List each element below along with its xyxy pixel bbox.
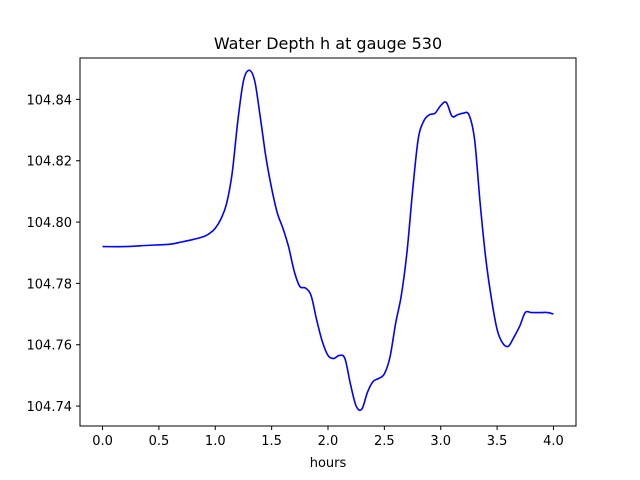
series-line — [102, 69, 554, 412]
y-axis: 104.74 104.76 104.78 104.80 104.82 104.84 — [27, 93, 80, 415]
y-tick-label: 104.84 — [27, 93, 73, 108]
x-tick-label: 2.0 — [318, 434, 339, 449]
y-tick-label: 104.80 — [27, 216, 73, 231]
x-tick-label: 1.5 — [261, 434, 282, 449]
x-axis: 0.0 0.5 1.0 1.5 2.0 2.5 3.0 3.5 4.0 — [92, 426, 564, 449]
x-tick-label: 0.5 — [149, 434, 170, 449]
x-tick-label: 2.5 — [374, 434, 395, 449]
y-tick-label: 104.76 — [27, 339, 73, 354]
x-axis-label: hours — [310, 456, 347, 471]
y-tick-label: 104.78 — [27, 277, 73, 292]
y-tick-label: 104.82 — [27, 155, 73, 170]
x-tick-label: 1.0 — [205, 434, 226, 449]
x-tick-label: 4.0 — [543, 434, 564, 449]
chart-title: Water Depth h at gauge 530 — [214, 34, 442, 53]
x-tick-label: 0.0 — [92, 434, 113, 449]
x-tick-label: 3.5 — [487, 434, 508, 449]
plot-area — [102, 69, 554, 412]
y-tick-label: 104.74 — [27, 400, 73, 415]
x-tick-label: 3.0 — [430, 434, 451, 449]
